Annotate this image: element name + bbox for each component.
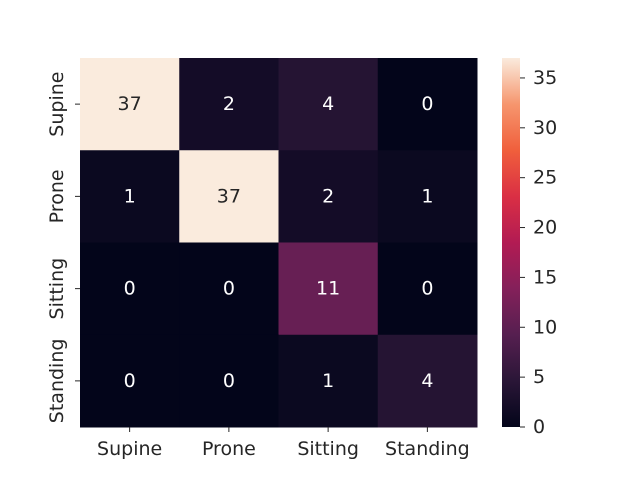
heatmap-cell-r3-c3 bbox=[377, 334, 478, 428]
colorbar-tick-label-20: 20 bbox=[533, 217, 557, 239]
y-tick-label-standing: Standing bbox=[46, 339, 68, 424]
heatmap-cell-r3-c0 bbox=[80, 334, 180, 428]
colorbar-tick-label-15: 15 bbox=[533, 266, 557, 288]
cell-value-label-r0-c1: 2 bbox=[223, 93, 235, 115]
colorbar-tick-label-35: 35 bbox=[533, 67, 557, 89]
colorbar-tick-label-10: 10 bbox=[533, 316, 557, 338]
x-tick-label-prone: Prone bbox=[202, 438, 256, 460]
x-tick-label-supine: Supine bbox=[97, 438, 162, 460]
colorbar-tick-label-30: 30 bbox=[533, 117, 557, 139]
cell-value-label-r1-c2: 2 bbox=[322, 185, 334, 207]
heatmap-cell-r3-c2 bbox=[278, 334, 379, 428]
colorbar-ticks: 0 5 10 15 20 25 30 35 bbox=[520, 67, 557, 438]
y-tick-label-supine: Supine bbox=[46, 72, 68, 137]
heatmap-cell-r1-c1 bbox=[179, 150, 279, 243]
heatmap-cell-r2-c0 bbox=[80, 242, 180, 336]
colorbar-tick-label-5: 5 bbox=[533, 366, 545, 388]
heatmap-cell-r1-c3 bbox=[377, 150, 478, 243]
heatmap-cell-r2-c3 bbox=[377, 242, 478, 336]
cell-value-label-r2-c3: 0 bbox=[421, 278, 433, 300]
cell-value-label-r0-c3: 0 bbox=[421, 93, 433, 115]
heatmap-cell-r0-c1 bbox=[179, 58, 279, 151]
cell-value-label-r1-c1: 37 bbox=[217, 185, 241, 207]
cell-value-label-r2-c0: 0 bbox=[124, 278, 136, 300]
y-tick-label-prone: Prone bbox=[46, 169, 68, 223]
cell-value-label-r3-c3: 4 bbox=[421, 370, 433, 392]
colorbar-tick-label-25: 25 bbox=[533, 167, 557, 189]
heatmap-cell-r0-c0 bbox=[80, 58, 180, 151]
y-tick-label-sitting: Sitting bbox=[46, 258, 68, 320]
cell-value-label-r3-c2: 1 bbox=[322, 370, 334, 392]
x-tick-labels: Supine Prone Sitting Standing bbox=[97, 427, 470, 460]
heatmap-grid: 37 2 4 0 1 37 2 1 0 0 11 0 0 0 1 4 bbox=[80, 58, 478, 428]
heatmap-cell-r1-c2 bbox=[278, 150, 379, 243]
cell-value-label-r2-c1: 0 bbox=[223, 278, 235, 300]
cell-value-label-r3-c0: 0 bbox=[124, 370, 136, 392]
heatmap-cell-r2-c2 bbox=[278, 242, 379, 336]
cell-value-label-r0-c2: 4 bbox=[322, 93, 334, 115]
heatmap-cell-r0-c3 bbox=[377, 58, 478, 151]
heatmap-cell-r0-c2 bbox=[278, 58, 379, 151]
colorbar bbox=[502, 58, 520, 427]
cell-value-label-r1-c3: 1 bbox=[421, 185, 433, 207]
y-tick-labels: Supine Prone Sitting Standing bbox=[46, 72, 80, 424]
heatmap-cell-r1-c0 bbox=[80, 150, 180, 243]
cell-value-label-r0-c0: 37 bbox=[118, 93, 142, 115]
cell-value-label-r2-c2: 11 bbox=[316, 278, 340, 300]
cell-value-label-r1-c0: 1 bbox=[124, 185, 136, 207]
heatmap-cell-r2-c1 bbox=[179, 242, 279, 336]
x-tick-label-sitting: Sitting bbox=[297, 438, 359, 460]
cell-value-label-r3-c1: 0 bbox=[223, 370, 235, 392]
colorbar-gradient bbox=[502, 58, 520, 427]
heatmap-cell-r3-c1 bbox=[179, 334, 279, 428]
x-tick-label-standing: Standing bbox=[385, 438, 470, 460]
colorbar-tick-label-0: 0 bbox=[533, 416, 545, 438]
